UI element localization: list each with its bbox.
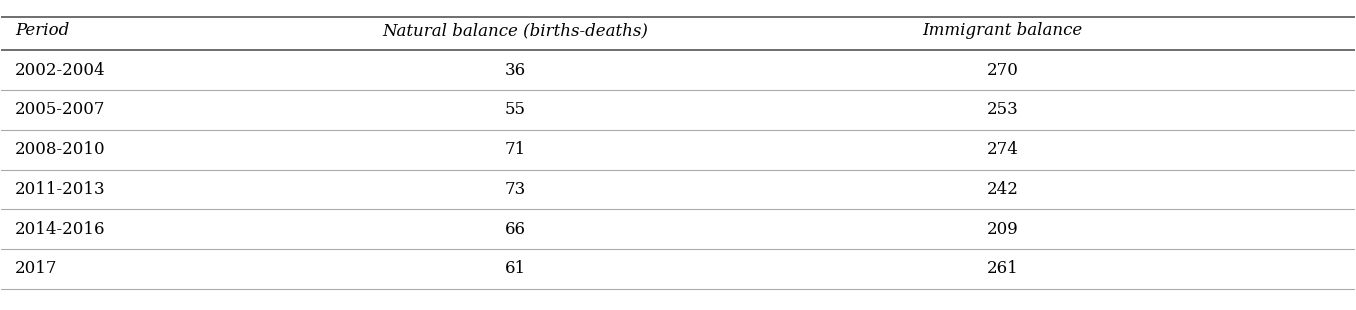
Text: 2008-2010: 2008-2010 xyxy=(15,141,106,158)
Text: 253: 253 xyxy=(987,101,1018,118)
Text: 242: 242 xyxy=(987,181,1018,198)
Text: 2005-2007: 2005-2007 xyxy=(15,101,106,118)
Text: 261: 261 xyxy=(987,260,1018,277)
Text: 36: 36 xyxy=(504,62,526,79)
Text: 274: 274 xyxy=(987,141,1018,158)
Text: 2002-2004: 2002-2004 xyxy=(15,62,106,79)
Text: 61: 61 xyxy=(504,260,526,277)
Text: Natural balance (births-deaths): Natural balance (births-deaths) xyxy=(382,22,648,39)
Text: 55: 55 xyxy=(506,101,526,118)
Text: 209: 209 xyxy=(987,221,1018,238)
Text: 66: 66 xyxy=(506,221,526,238)
Text: Period: Period xyxy=(15,22,69,39)
Text: Immigrant balance: Immigrant balance xyxy=(922,22,1083,39)
Text: 71: 71 xyxy=(504,141,526,158)
Text: 270: 270 xyxy=(987,62,1018,79)
Text: 73: 73 xyxy=(504,181,526,198)
Text: 2017: 2017 xyxy=(15,260,57,277)
Text: 2014-2016: 2014-2016 xyxy=(15,221,106,238)
Text: 2011-2013: 2011-2013 xyxy=(15,181,106,198)
